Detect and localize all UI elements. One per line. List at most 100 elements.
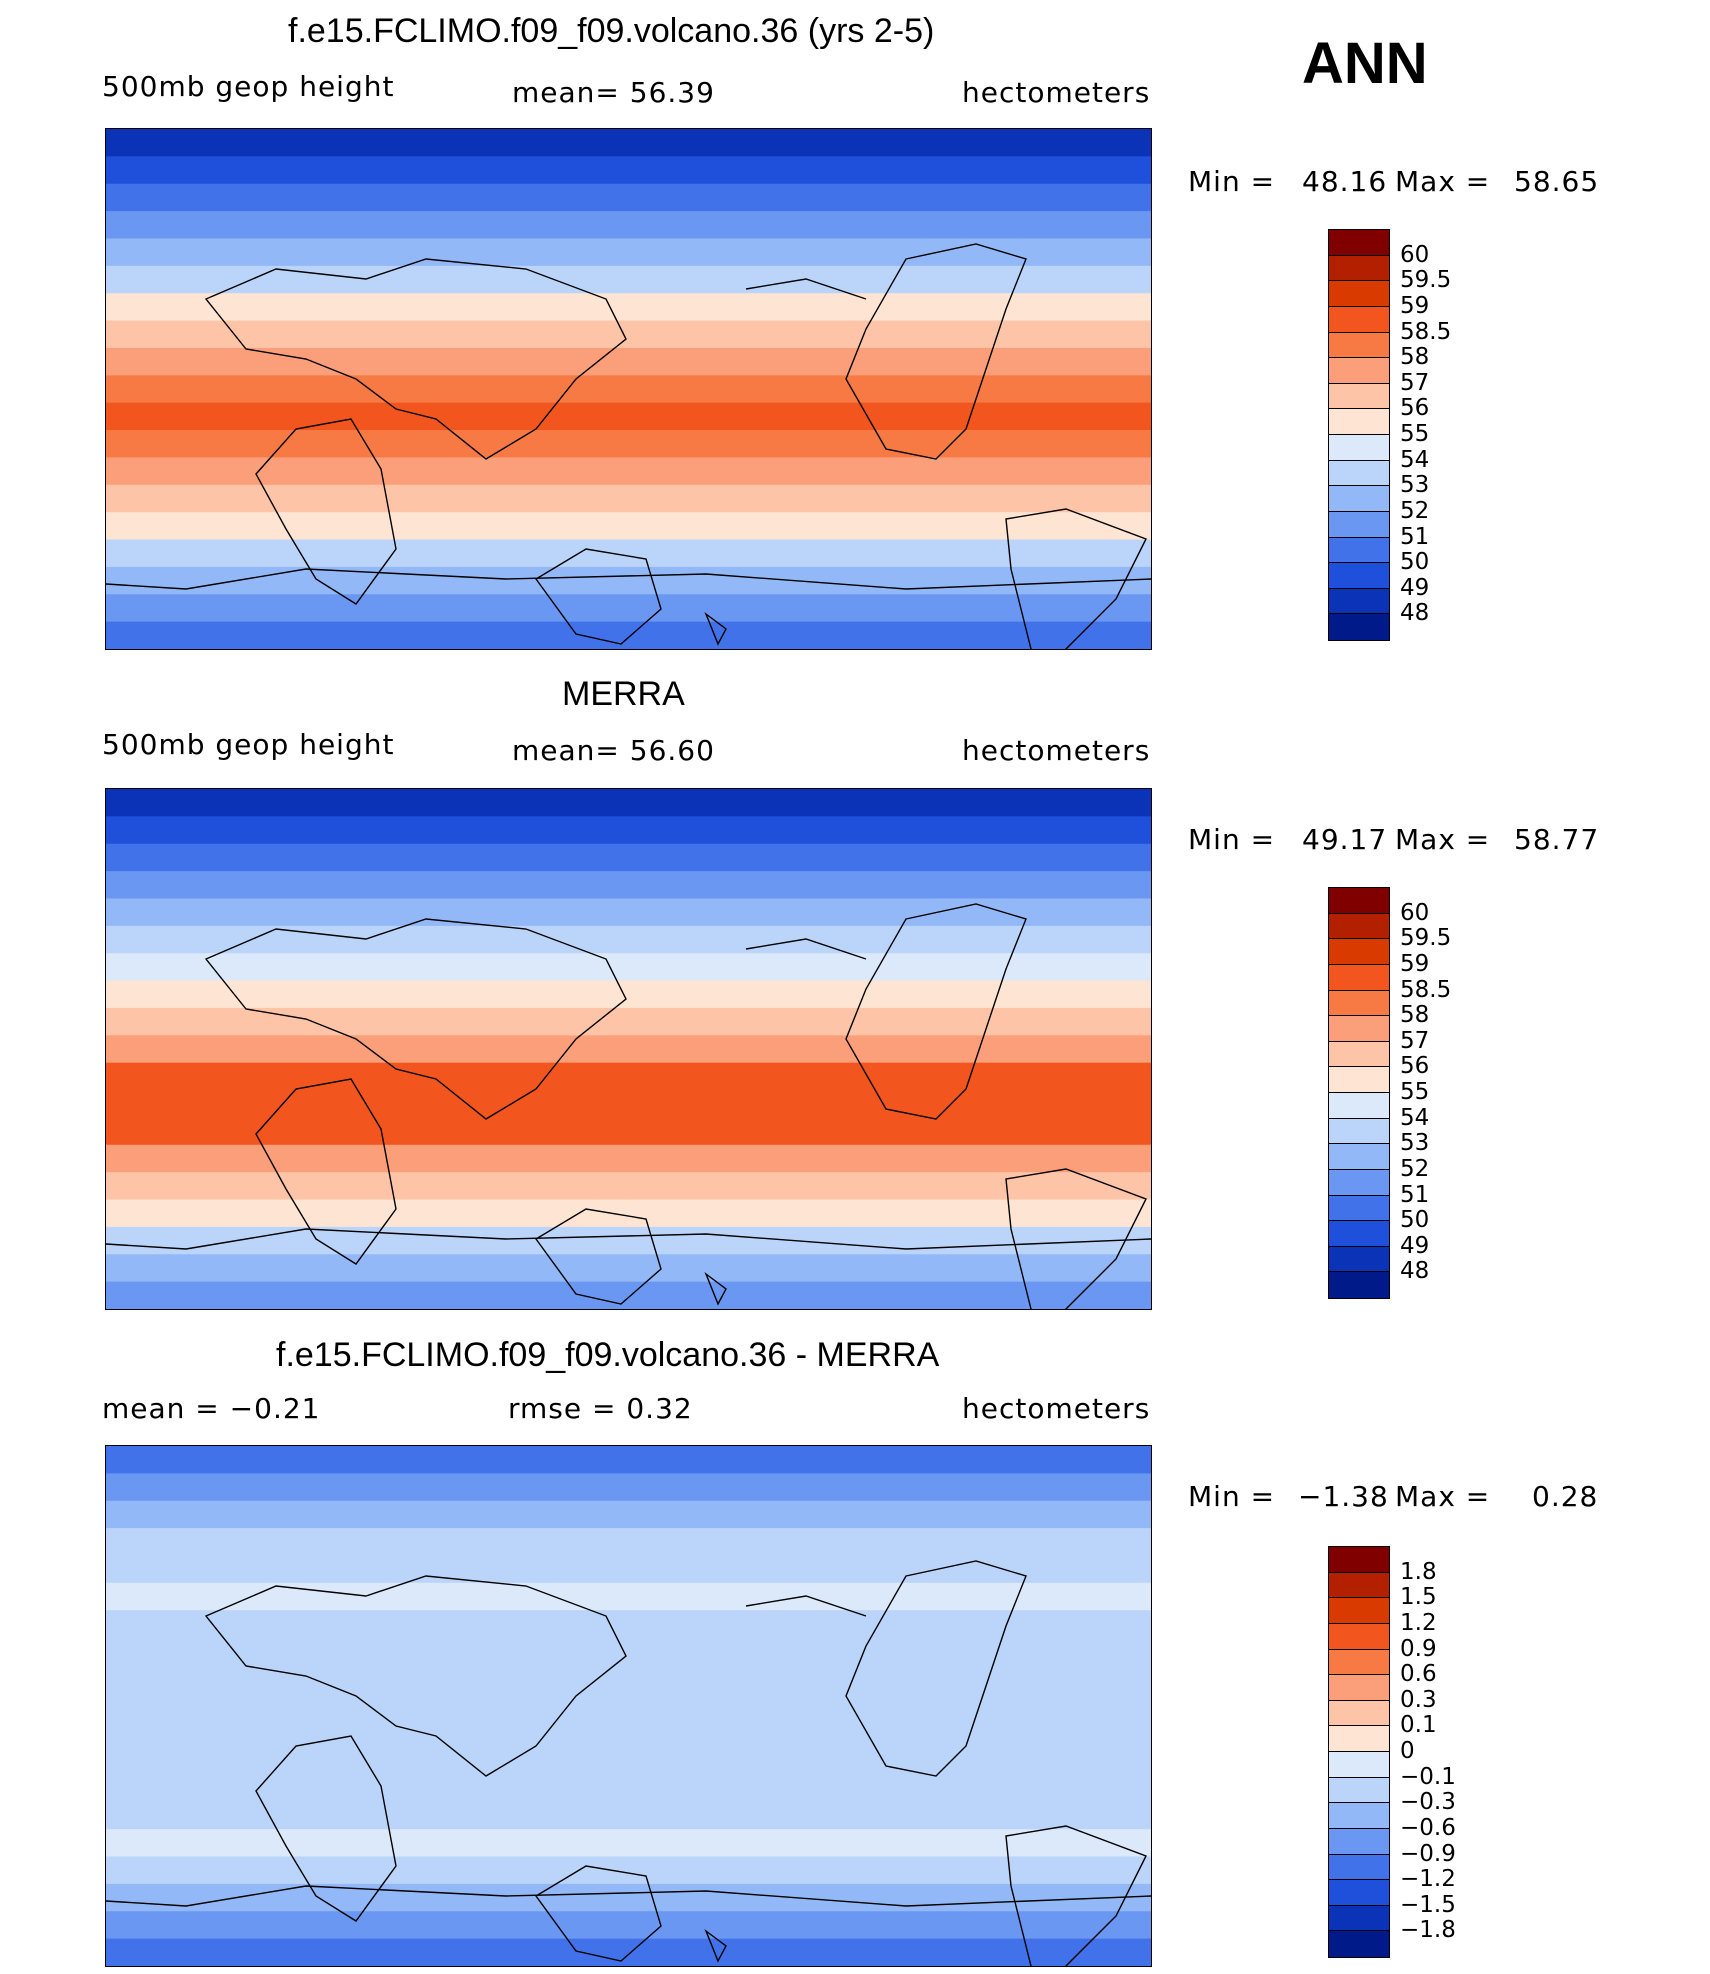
panel-title-model: f.e15.FCLIMO.f09_f09.volcano.36 (yrs 2-5…: [288, 12, 935, 50]
contour-band: [106, 1664, 1151, 1693]
map-model: [105, 128, 1152, 650]
coastline: [106, 568, 1151, 590]
max-label: Max =: [1395, 165, 1491, 198]
contour-band: [106, 1938, 1151, 1966]
contour-band: [106, 843, 1151, 872]
colorbar-tick-label: 0.3: [1400, 1686, 1437, 1713]
coastline-overlay: [106, 1560, 1151, 1966]
colorbar-swatch: [1329, 358, 1389, 384]
contour-band: [106, 1582, 1151, 1611]
colorbar-swatch: [1329, 1093, 1389, 1119]
panel-title-diff: f.e15.FCLIMO.f09_f09.volcano.36 - MERRA: [276, 1336, 940, 1374]
contour-band: [106, 1500, 1151, 1529]
colorbar-tick-label: 56: [1400, 1053, 1430, 1080]
colorbar-tick-label: 54: [1400, 1104, 1430, 1131]
colorbar-tick-label: 60: [1400, 899, 1430, 926]
colorbar-tick-label: 55: [1400, 1079, 1430, 1105]
contour-band: [106, 1090, 1151, 1119]
contour-band: [106, 375, 1151, 404]
contour-band: [106, 594, 1151, 623]
colorbar-tick-label: 52: [1400, 1155, 1430, 1182]
coastline: [704, 1271, 727, 1306]
colorbar-swatch: [1329, 888, 1389, 914]
contour-band: [106, 183, 1151, 212]
colorbar-swatch: [1329, 1803, 1389, 1829]
contour-band: [106, 925, 1151, 954]
colorbar-swatch: [1329, 1016, 1389, 1042]
min-value: 48.16: [1302, 165, 1388, 198]
colorbar-tick-label: 59.5: [1400, 925, 1452, 952]
contour-band: [106, 1528, 1151, 1557]
panel-variable-label: 500mb geop height: [102, 70, 395, 103]
colorbar-swatch: [1329, 306, 1389, 333]
colorbar-swatch: [1329, 1777, 1389, 1804]
colorbar-swatch: [1329, 1169, 1389, 1196]
coastline: [745, 278, 867, 300]
contour-band: [106, 512, 1151, 541]
contour-band: [106, 1911, 1151, 1940]
colorbar-swatch: [1329, 1880, 1389, 1906]
min-label: Min =: [1188, 165, 1276, 198]
contour-band: [106, 1719, 1151, 1748]
colorbar-tick-label: 53: [1400, 472, 1430, 499]
contour-band: [106, 539, 1151, 568]
contour-band: [106, 1774, 1151, 1803]
colorbar-swatch: [1329, 281, 1389, 307]
contour-band: [106, 484, 1151, 513]
colorbar-tick-label: 0.9: [1400, 1635, 1437, 1662]
coastline: [1005, 508, 1147, 649]
coastline: [106, 1228, 1151, 1250]
colorbar-swatch: [1329, 1649, 1389, 1676]
colorbar-tick-label: −0.3: [1400, 1789, 1456, 1816]
colorbar-tick-label: −0.6: [1400, 1814, 1456, 1841]
colorbar-tick-label: 54: [1400, 446, 1430, 473]
contour-band: [106, 1883, 1151, 1912]
colorbar-tick-label: 58.5: [1400, 976, 1452, 1003]
contour-band: [106, 1801, 1151, 1830]
coastline: [204, 258, 627, 460]
coastline: [255, 1735, 397, 1922]
coastline: [1005, 1825, 1147, 1966]
colorbar-tick-label: 48: [1400, 1258, 1430, 1285]
contour-band: [106, 1637, 1151, 1666]
colorbar-tick-label: 50: [1400, 549, 1430, 576]
coastline: [204, 918, 627, 1120]
coastline: [745, 938, 867, 960]
coastline: [534, 548, 662, 645]
contour-band: [106, 402, 1151, 431]
colorbar-tick-label: 51: [1400, 523, 1430, 550]
colorbar-tick-label: 55: [1400, 421, 1430, 447]
contour-band: [106, 1555, 1151, 1584]
contour-band: [106, 1062, 1151, 1091]
coastline: [534, 1208, 662, 1305]
coastline-overlay: [106, 243, 1151, 649]
contour-band: [106, 430, 1151, 459]
colorbar-tick-label: 57: [1400, 1027, 1430, 1054]
min-label: Min =: [1188, 1480, 1276, 1513]
coastline: [845, 903, 1027, 1120]
colorbar-tick-label: 59: [1400, 950, 1430, 977]
colorbar-swatch: [1329, 486, 1389, 512]
colorbar-swatch: [1329, 614, 1389, 640]
season-label: ANN: [1302, 31, 1428, 96]
contour-band: [106, 347, 1151, 376]
colorbar-swatch: [1329, 1067, 1389, 1093]
panel-title-obs: MERRA: [562, 675, 685, 713]
colorbar-tick-label: 58.5: [1400, 318, 1452, 345]
max-value: 0.28: [1532, 1480, 1599, 1513]
colorbar-swatch: [1329, 1752, 1389, 1778]
colorbar-swatch: [1329, 332, 1389, 359]
contour-band: [106, 1172, 1151, 1201]
contour-band: [106, 898, 1151, 927]
contour-band: [106, 1473, 1151, 1502]
coastline: [745, 1595, 867, 1617]
contour-band: [106, 1199, 1151, 1228]
colorbar-swatch: [1329, 1547, 1389, 1573]
colorbar-swatch: [1329, 939, 1389, 965]
contour-band: [106, 320, 1151, 349]
map-diff: [105, 1445, 1152, 1967]
coastline: [704, 611, 727, 646]
colorbar-tick-label: 1.5: [1400, 1584, 1437, 1611]
colorbar-tick-label: 59: [1400, 292, 1430, 319]
contour-band: [106, 1829, 1151, 1858]
